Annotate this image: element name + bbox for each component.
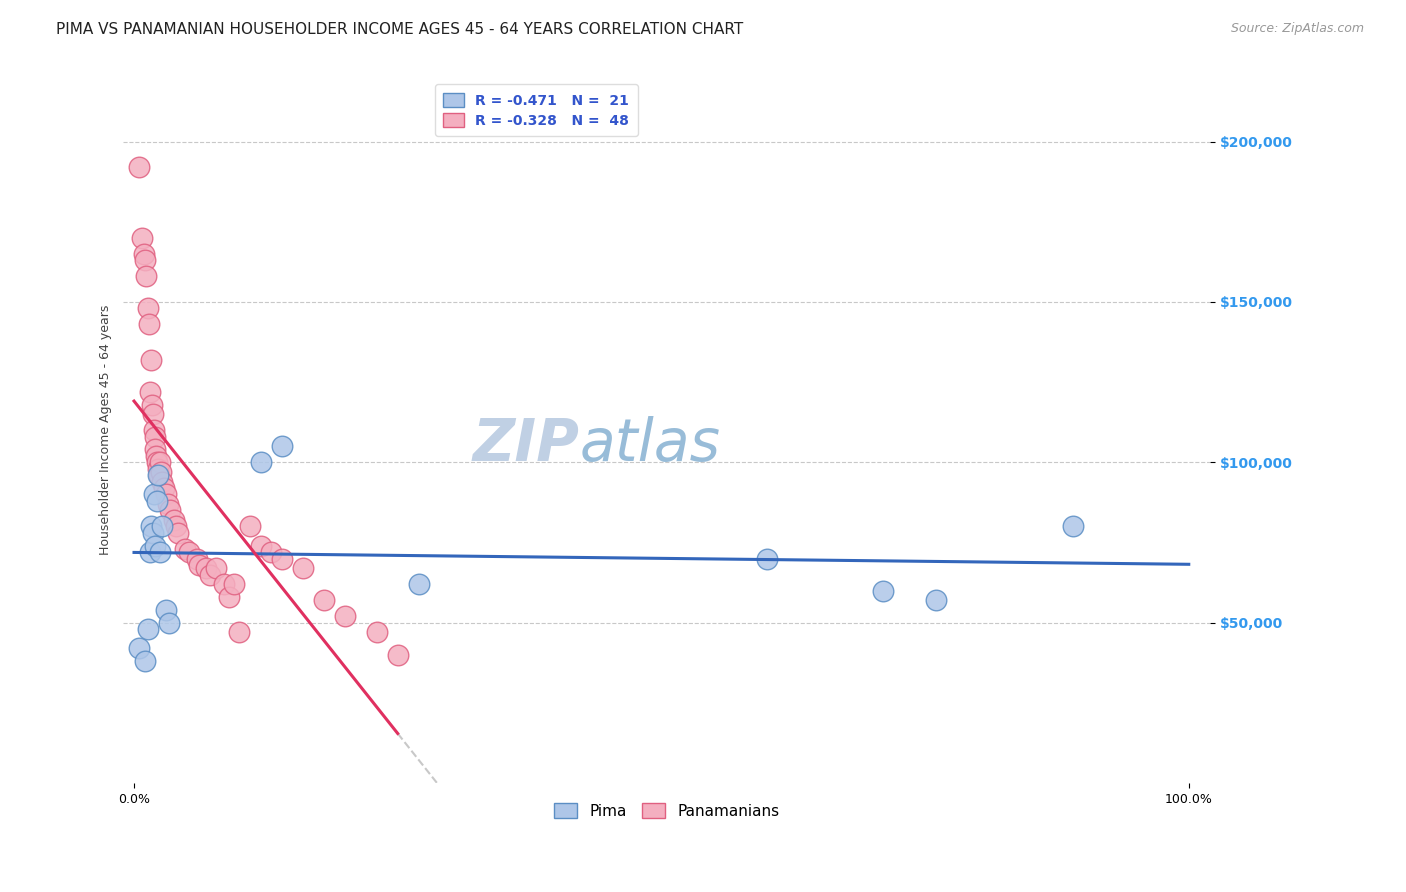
Point <box>136 301 159 316</box>
Point <box>157 615 180 630</box>
Point <box>249 539 271 553</box>
Point <box>387 648 409 662</box>
Point <box>270 439 292 453</box>
Point <box>152 481 174 495</box>
Point <box>156 497 179 511</box>
Point <box>366 625 388 640</box>
Point <box>143 487 166 501</box>
Point <box>143 430 166 444</box>
Point <box>128 641 150 656</box>
Point <box>148 461 170 475</box>
Point <box>163 513 186 527</box>
Point <box>142 407 165 421</box>
Point <box>239 519 262 533</box>
Point <box>132 247 155 261</box>
Point <box>249 455 271 469</box>
Point <box>146 493 169 508</box>
Point <box>128 160 150 174</box>
Point <box>755 551 778 566</box>
Point <box>1062 519 1084 533</box>
Point <box>291 561 314 575</box>
Point <box>167 525 190 540</box>
Point <box>143 539 166 553</box>
Point <box>134 253 156 268</box>
Point <box>139 519 162 533</box>
Text: ZIP: ZIP <box>472 416 579 473</box>
Point <box>165 519 187 533</box>
Point <box>205 561 228 575</box>
Point <box>270 551 292 566</box>
Point <box>143 442 166 457</box>
Point <box>143 423 166 437</box>
Point <box>177 545 200 559</box>
Text: atlas: atlas <box>579 416 721 473</box>
Point <box>228 625 250 640</box>
Point <box>150 465 173 479</box>
Point <box>145 449 167 463</box>
Point <box>134 654 156 668</box>
Point <box>148 468 170 483</box>
Point <box>149 455 172 469</box>
Text: PIMA VS PANAMANIAN HOUSEHOLDER INCOME AGES 45 - 64 YEARS CORRELATION CHART: PIMA VS PANAMANIAN HOUSEHOLDER INCOME AG… <box>56 22 744 37</box>
Point <box>173 541 195 556</box>
Point <box>224 577 246 591</box>
Point <box>186 551 208 566</box>
Text: Source: ZipAtlas.com: Source: ZipAtlas.com <box>1230 22 1364 36</box>
Point <box>260 545 283 559</box>
Point <box>152 519 174 533</box>
Point <box>139 384 162 399</box>
Point <box>312 593 335 607</box>
Point <box>408 577 430 591</box>
Legend: Pima, Panamanians: Pima, Panamanians <box>548 797 786 825</box>
Point <box>333 609 356 624</box>
Point <box>212 577 235 591</box>
Point <box>136 622 159 636</box>
Point <box>131 231 153 245</box>
Point <box>155 487 177 501</box>
Point <box>148 468 170 483</box>
Point <box>141 398 163 412</box>
Point <box>194 561 217 575</box>
Point <box>924 593 946 607</box>
Point <box>155 603 177 617</box>
Point <box>152 475 174 489</box>
Point <box>146 455 169 469</box>
Point <box>188 558 211 572</box>
Point <box>198 567 221 582</box>
Y-axis label: Householder Income Ages 45 - 64 years: Householder Income Ages 45 - 64 years <box>100 305 112 556</box>
Point <box>872 583 894 598</box>
Point <box>139 545 162 559</box>
Point <box>142 525 165 540</box>
Point <box>218 590 240 604</box>
Point <box>149 545 172 559</box>
Point <box>135 269 157 284</box>
Point <box>159 503 181 517</box>
Point <box>139 352 162 367</box>
Point <box>138 318 160 332</box>
